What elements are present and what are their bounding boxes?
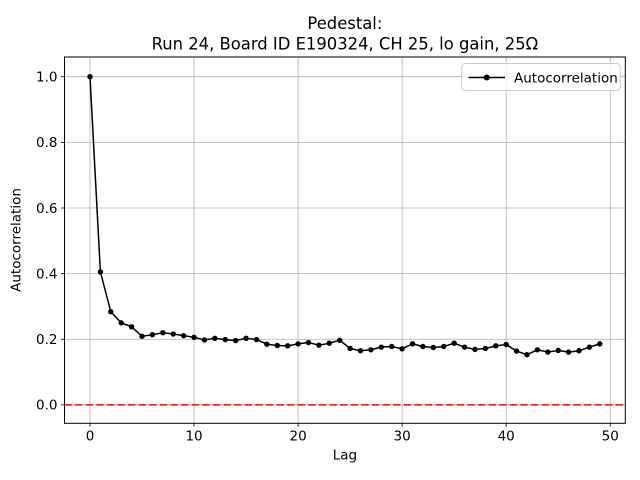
data-point-marker — [191, 334, 197, 341]
data-point-marker — [461, 344, 468, 350]
data-point-marker — [555, 347, 561, 354]
legend-sample-marker-icon — [483, 74, 490, 81]
x-tick-label: 20 — [289, 429, 306, 445]
data-point-marker — [97, 269, 104, 275]
x-tick-label: 40 — [498, 429, 515, 445]
y-tick-label: 0.8 — [36, 135, 57, 151]
data-point-marker — [274, 342, 280, 349]
x-tick-label: 0 — [86, 429, 95, 445]
x-tick-label: 10 — [185, 429, 202, 445]
data-point-marker — [336, 337, 343, 343]
data-point-marker — [253, 336, 260, 343]
data-point-marker — [212, 335, 218, 341]
data-point-marker — [326, 340, 332, 346]
data-point-marker — [201, 337, 208, 343]
data-point-marker — [524, 352, 530, 358]
data-point-marker — [170, 331, 176, 337]
data-point-marker — [378, 344, 385, 350]
autocorrelation-series — [87, 73, 603, 358]
autocorrelation-line — [89, 76, 601, 356]
data-point-marker — [503, 341, 509, 348]
data-point-marker — [222, 336, 228, 343]
data-point-marker — [243, 335, 249, 341]
legend-box — [461, 63, 621, 91]
chart-title-line2: Run 24, Board ID E190324, CH 25, lo gain… — [152, 35, 539, 54]
data-point-marker — [128, 324, 135, 330]
data-point-marker — [118, 320, 124, 326]
y-tick-label: 0.6 — [36, 201, 57, 217]
data-point-marker — [399, 346, 405, 352]
data-point-marker — [513, 348, 520, 354]
x-tick-label: 30 — [394, 429, 411, 445]
chart-title-line1: Pedestal: — [307, 14, 382, 33]
data-point-marker — [316, 342, 322, 348]
legend: Autocorrelation — [461, 63, 621, 91]
data-point-marker — [430, 344, 437, 351]
data-point-marker — [482, 345, 489, 352]
data-point-marker — [347, 345, 353, 352]
axis-ticks: 0 10 20 30 40 50 0.0 0.2 0.4 0.6 0.8 1.0 — [36, 69, 619, 444]
data-point-marker — [493, 343, 499, 349]
data-point-marker — [108, 309, 114, 315]
data-point-marker — [389, 343, 395, 350]
data-point-marker — [264, 341, 270, 347]
y-tick-label: 1.0 — [36, 69, 57, 85]
data-point-marker — [368, 347, 374, 353]
data-point-marker — [87, 73, 93, 80]
y-tick-label: 0.4 — [36, 266, 57, 282]
data-point-marker — [149, 331, 156, 338]
data-point-marker — [409, 341, 416, 347]
data-point-marker — [441, 343, 447, 350]
data-point-marker — [565, 349, 572, 355]
data-point-marker — [451, 340, 457, 346]
data-point-marker — [305, 339, 312, 346]
y-tick-label: 0.2 — [36, 332, 57, 348]
data-point-marker — [139, 333, 145, 340]
data-point-marker — [160, 330, 166, 336]
data-point-marker — [576, 348, 582, 354]
data-point-marker — [180, 332, 187, 339]
data-point-marker — [586, 344, 593, 350]
data-point-marker — [597, 341, 603, 347]
y-axis-label: Autocorrelation — [9, 188, 25, 292]
data-point-marker — [545, 349, 551, 355]
data-point-marker — [534, 347, 541, 353]
grid-lines — [64, 57, 626, 424]
plot-frame — [64, 56, 626, 424]
legend-entry-label: Autocorrelation — [514, 70, 618, 86]
x-tick-label: 50 — [602, 429, 619, 445]
data-point-marker — [472, 346, 478, 353]
data-point-marker — [420, 343, 426, 350]
y-tick-label: 0.0 — [36, 398, 57, 414]
data-point-marker — [232, 337, 239, 344]
data-point-marker — [284, 343, 291, 349]
data-point-marker — [295, 341, 301, 347]
data-point-marker — [357, 348, 364, 354]
x-axis-label: Lag — [333, 448, 357, 464]
